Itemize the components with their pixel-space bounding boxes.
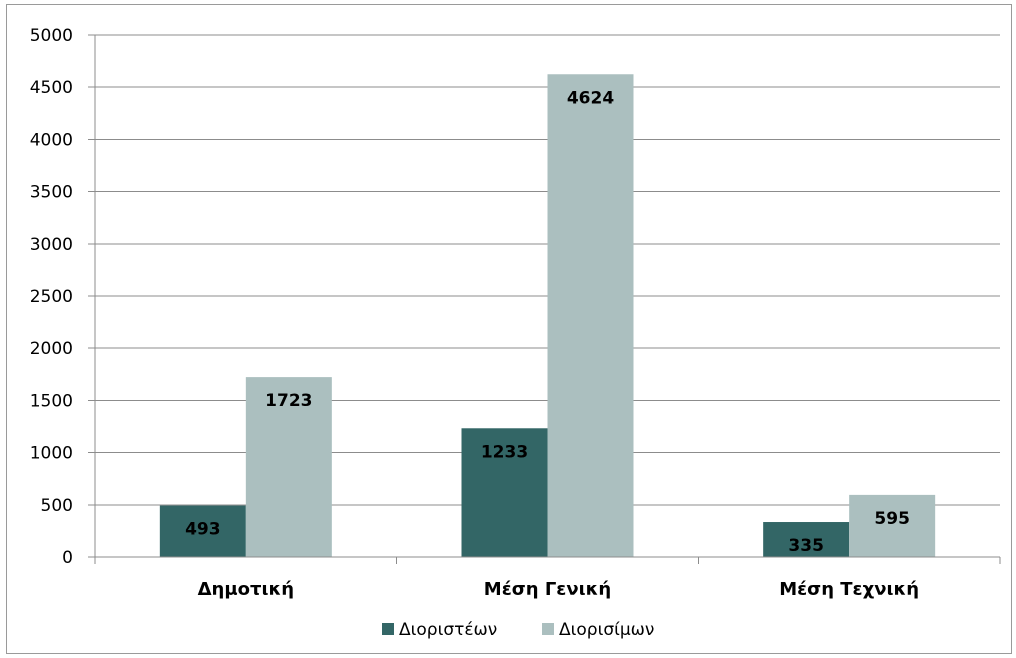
legend-label: Διορισίμων	[559, 620, 654, 640]
y-tick-label: 3500	[30, 183, 73, 203]
category-label: Δημοτική	[198, 579, 294, 600]
y-tick-label: 3000	[30, 235, 73, 255]
legend: Διοριστέων Διορισίμων	[382, 620, 654, 640]
y-tick-label: 2000	[30, 339, 73, 359]
y-tick-label: 0	[62, 548, 73, 568]
category-label: Μέση Τεχνική	[779, 579, 919, 600]
bar	[461, 428, 548, 557]
data-label: 335	[788, 536, 824, 556]
data-label: 4624	[567, 88, 614, 108]
y-axis-ticks: 0 500 1000 1500 2000 2500 3000 3500 4000 4500 5000	[30, 26, 95, 568]
x-axis	[94, 35, 1001, 564]
bar	[159, 505, 246, 557]
bar	[547, 74, 634, 558]
data-labels: 493 1723 1233 4624 335 595	[185, 88, 910, 556]
y-tick-label: 1000	[30, 444, 73, 464]
bars	[159, 74, 936, 558]
legend-swatch	[542, 623, 554, 635]
data-label: 595	[874, 509, 910, 529]
y-tick-label: 4500	[30, 78, 73, 98]
y-tick-label: 2500	[30, 287, 73, 307]
y-tick-label: 1500	[30, 391, 73, 411]
y-tick-label: 5000	[30, 26, 73, 46]
legend-label: Διοριστέων	[399, 620, 497, 640]
data-label: 1233	[481, 442, 528, 462]
y-tick-label: 500	[41, 496, 73, 516]
category-label: Μέση Γενική	[484, 579, 611, 600]
bar	[849, 494, 936, 557]
y-tick-label: 4000	[30, 130, 73, 150]
bar	[245, 377, 332, 557]
category-labels: Δημοτική Μέση Γενική Μέση Τεχνική	[198, 579, 919, 600]
data-label: 493	[185, 520, 221, 540]
legend-swatch	[382, 623, 394, 635]
bar	[763, 522, 850, 557]
data-label: 1723	[265, 391, 312, 411]
